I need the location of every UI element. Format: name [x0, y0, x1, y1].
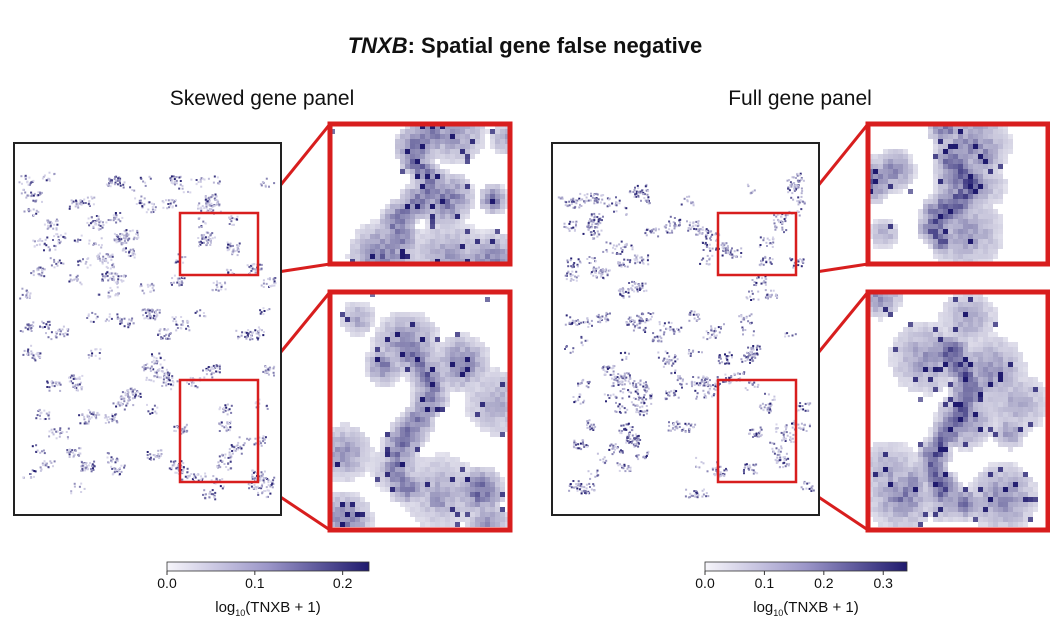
- colorbar-label-full: log10(TNXB + 1): [753, 599, 859, 618]
- zoom-inset-border: [865, 289, 1050, 533]
- zoom-inset-border: [327, 289, 513, 533]
- zoom-inset-border: [865, 121, 1050, 267]
- panel-skewed: 0.0 0.1 0.2: [13, 121, 513, 591]
- colorbar-tick-label: 0.3: [874, 575, 894, 591]
- colorbar-tick-label: 0.2: [814, 575, 834, 591]
- zoom-inset-border: [327, 121, 513, 267]
- colorbar-label-skewed: log10(TNXB + 1): [215, 599, 321, 618]
- colorbar-tick-label: 0.2: [333, 575, 353, 591]
- colorbar-tick-label: 0.0: [695, 575, 715, 591]
- panel-title-skewed: Skewed gene panel: [169, 87, 355, 110]
- panel-full: 0.0 0.1 0.2 0.3: [551, 121, 1050, 591]
- zoom-inset-pixels: [330, 292, 510, 527]
- zoom-region-box: [716, 378, 798, 484]
- zoom-region-box: [716, 211, 798, 277]
- title-gene: TNXB: [347, 33, 408, 58]
- panel-title-full: Full gene panel: [728, 87, 872, 110]
- colorbar-tick-label: 0.0: [157, 575, 177, 591]
- colorbar: [166, 561, 370, 572]
- zoom-region-box: [178, 211, 260, 277]
- zoom-inset-pixels: [868, 292, 1048, 527]
- colorbar: [704, 561, 908, 572]
- figure-title: TNXB: Spatial gene false negative: [0, 33, 1050, 59]
- tissue-map-spots: [557, 172, 815, 499]
- title-text: : Spatial gene false negative: [407, 33, 703, 58]
- colorbar-tick-label: 0.1: [245, 575, 265, 591]
- zoom-region-box: [178, 378, 260, 484]
- colorbar-tick-label: 0.1: [755, 575, 775, 591]
- tissue-map-frame: [13, 142, 282, 516]
